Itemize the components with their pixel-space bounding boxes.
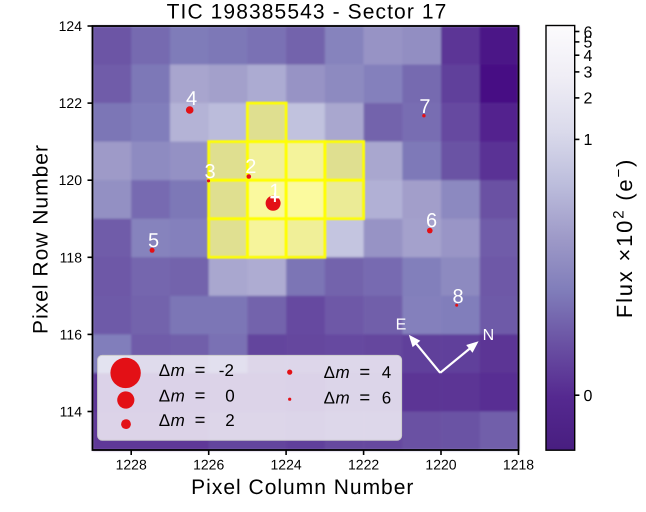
svg-text:124: 124: [59, 18, 83, 34]
svg-text:E: E: [396, 317, 407, 334]
svg-text:3: 3: [204, 161, 215, 183]
svg-text:4: 4: [186, 88, 197, 110]
svg-text:1226: 1226: [193, 457, 224, 473]
svg-text:2: 2: [245, 156, 256, 178]
svg-text:4: 4: [382, 363, 391, 382]
svg-text:1: 1: [584, 132, 593, 149]
svg-text:120: 120: [59, 172, 83, 188]
svg-text:114: 114: [60, 404, 83, 420]
svg-text:Δm: Δm: [159, 361, 185, 380]
svg-text:=: =: [195, 359, 206, 380]
svg-text:8: 8: [452, 286, 463, 308]
svg-text:0: 0: [225, 387, 234, 406]
svg-text:=: =: [195, 385, 206, 406]
svg-text:2: 2: [225, 411, 234, 430]
svg-text:Δm: Δm: [159, 387, 185, 406]
svg-text:Δm: Δm: [159, 411, 185, 430]
svg-text:Δm: Δm: [324, 363, 350, 382]
svg-text:1224: 1224: [271, 457, 302, 473]
svg-text:6: 6: [584, 24, 593, 41]
svg-text:122: 122: [59, 95, 83, 111]
svg-text:Δm: Δm: [324, 389, 350, 408]
svg-text:2: 2: [584, 91, 593, 108]
svg-text:=: =: [359, 361, 370, 382]
svg-text:116: 116: [60, 326, 83, 342]
svg-text:118: 118: [60, 249, 83, 265]
svg-text:3: 3: [584, 65, 593, 82]
svg-text:5: 5: [584, 35, 593, 52]
svg-text:TIC 198385543 - Sector 17: TIC 198385543 - Sector 17: [167, 1, 448, 24]
svg-text:6: 6: [426, 210, 437, 232]
svg-text:-2: -2: [219, 361, 234, 380]
svg-text:1220: 1220: [425, 457, 456, 473]
svg-text:1218: 1218: [503, 457, 534, 473]
svg-text:Flux ×102 (e−): Flux ×102 (e−): [611, 158, 638, 318]
svg-text:Pixel Column Number: Pixel Column Number: [191, 476, 414, 499]
svg-text:1: 1: [269, 180, 280, 202]
svg-text:6: 6: [382, 389, 391, 408]
svg-text:=: =: [195, 409, 206, 430]
svg-text:4: 4: [584, 48, 593, 65]
svg-text:=: =: [359, 387, 370, 408]
svg-text:0: 0: [584, 388, 593, 405]
svg-text:1222: 1222: [348, 457, 379, 473]
svg-text:1228: 1228: [116, 457, 147, 473]
svg-text:N: N: [483, 327, 495, 344]
svg-text:5: 5: [148, 230, 159, 252]
svg-text:7: 7: [419, 96, 430, 118]
svg-text:Pixel Row Number: Pixel Row Number: [29, 144, 52, 334]
